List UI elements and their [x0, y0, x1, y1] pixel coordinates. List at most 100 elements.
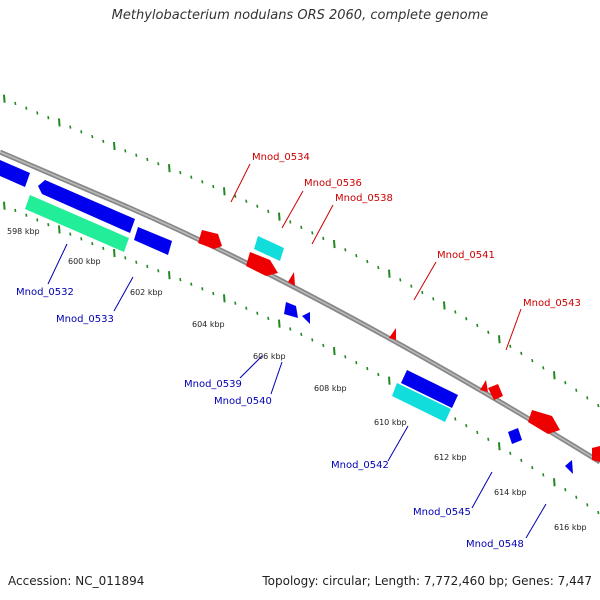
tick-mark — [135, 153, 138, 157]
tick-mark — [509, 344, 512, 348]
gene-label-mnod-0532[interactable]: Mnod_0532 — [16, 287, 74, 298]
tick-mark — [179, 170, 182, 175]
tick-mark — [146, 264, 149, 269]
tick-mark — [91, 241, 94, 246]
tick-mark — [245, 199, 248, 203]
gene-mnod-0542a[interactable] — [401, 370, 458, 408]
gene-label-mnod-0536[interactable]: Mnod_0536 — [304, 178, 362, 189]
tick-mark — [564, 381, 567, 385]
gene-mnod-0542[interactable] — [392, 383, 451, 422]
tick-mark — [157, 269, 160, 273]
tick-mark — [553, 478, 556, 487]
gene-mnod-0549[interactable] — [592, 446, 600, 462]
gene-label-mnod-0545[interactable]: Mnod_0545 — [413, 507, 471, 518]
tick-mark — [410, 284, 413, 288]
gene-mnod-0539[interactable] — [284, 302, 298, 318]
tick-mark — [366, 366, 369, 371]
tick-mark — [465, 424, 468, 428]
tick-mark — [487, 437, 490, 441]
tick-mark — [234, 194, 237, 198]
tick-mark — [487, 330, 490, 334]
tick-mark — [256, 311, 259, 315]
tick-mark — [47, 116, 50, 120]
gene-features — [0, 160, 600, 474]
gene-label-mnod-0538[interactable]: Mnod_0538 — [335, 193, 393, 204]
tick-mark — [69, 232, 72, 236]
gene-label-mnod-0543[interactable]: Mnod_0543 — [523, 298, 581, 309]
tick-mark — [311, 338, 314, 342]
gene-mnod-0547[interactable] — [565, 460, 573, 474]
gene-label-mnod-0533[interactable]: Mnod_0533 — [56, 314, 114, 325]
gene-label-mnod-0540[interactable]: Mnod_0540 — [214, 396, 272, 407]
tick-mark — [3, 201, 6, 210]
gene-mnod-0536[interactable] — [254, 236, 284, 261]
tick-mark — [124, 149, 127, 153]
tick-mark — [14, 101, 17, 106]
tick-mark — [509, 451, 512, 455]
tick-mark — [531, 358, 534, 363]
kbp-label: 602 kbp — [130, 288, 163, 297]
tick-mark — [454, 417, 457, 421]
gene-mnod-0534[interactable] — [198, 230, 222, 249]
gene-mnod-0546[interactable] — [528, 410, 560, 434]
gene-label-mnod-0534[interactable]: Mnod_0534 — [252, 152, 310, 163]
tick-mark — [322, 343, 325, 348]
tick-mark — [223, 187, 226, 196]
tick-mark — [36, 111, 39, 115]
tick-mark — [586, 503, 589, 507]
genome-backbone-highlight — [0, 151, 600, 463]
tick-mark — [355, 254, 358, 258]
tick-mark — [69, 125, 72, 129]
gene-mnod-0544[interactable] — [508, 428, 522, 444]
tick-mark — [179, 277, 182, 282]
tick-mark — [80, 130, 83, 134]
tick-mark — [124, 256, 127, 260]
kbp-label: 606 kbp — [253, 352, 286, 361]
kbp-label: 600 kbp — [68, 257, 101, 266]
tick-mark — [476, 430, 479, 435]
tick-mark — [300, 225, 303, 230]
gene-mnod-0543a[interactable] — [480, 380, 488, 392]
tick-mark — [388, 269, 391, 278]
tick-mark — [399, 278, 402, 282]
tick-mark — [421, 290, 424, 295]
tick-mark — [520, 458, 523, 463]
tick-mark — [520, 351, 523, 356]
map-title: Methylobacterium nodulans ORS 2060, comp… — [111, 8, 489, 23]
gene-label-mnod-0548[interactable]: Mnod_0548 — [466, 539, 524, 550]
genome-backbone — [0, 149, 600, 465]
tick-mark — [91, 134, 94, 139]
tick-mark — [553, 371, 556, 380]
gene-label-mnod-0542[interactable]: Mnod_0542 — [331, 460, 389, 471]
tick-mark — [157, 162, 160, 166]
tick-mark — [531, 465, 534, 470]
kbp-label: 610 kbp — [374, 418, 407, 427]
gene-mnod-0532[interactable] — [25, 195, 129, 252]
gene-mnod-0537[interactable] — [246, 252, 278, 276]
gene-mnod-0533[interactable] — [134, 227, 172, 255]
tick-mark — [36, 218, 39, 222]
kbp-label: 604 kbp — [192, 320, 225, 329]
tick-mark — [300, 332, 303, 337]
gene-mnod-0538[interactable] — [288, 272, 295, 286]
tick-mark — [586, 396, 589, 400]
gene-mnod-0541[interactable] — [389, 328, 396, 340]
gene-label-mnod-0541[interactable]: Mnod_0541 — [437, 250, 495, 261]
tick-mark — [311, 231, 314, 235]
tick-mark — [3, 94, 6, 103]
gene-mnod-0540[interactable] — [302, 312, 310, 324]
tick-mark — [58, 225, 61, 234]
gene-mnod-0531[interactable] — [0, 160, 30, 187]
gene-label-mnod-0539[interactable]: Mnod_0539 — [184, 379, 242, 390]
tick-mark — [366, 259, 369, 264]
tick-mark — [146, 157, 149, 162]
tick-mark — [135, 260, 138, 264]
gene-mnod-0543[interactable] — [488, 384, 503, 400]
gene-mnod-0532-arrow[interactable] — [38, 180, 135, 233]
leader-lines — [47, 163, 547, 539]
kbp-label: 608 kbp — [314, 384, 347, 393]
tick-mark — [498, 335, 501, 344]
tick-mark — [212, 184, 215, 189]
tick-mark — [168, 164, 171, 173]
tick-mark — [344, 248, 347, 252]
